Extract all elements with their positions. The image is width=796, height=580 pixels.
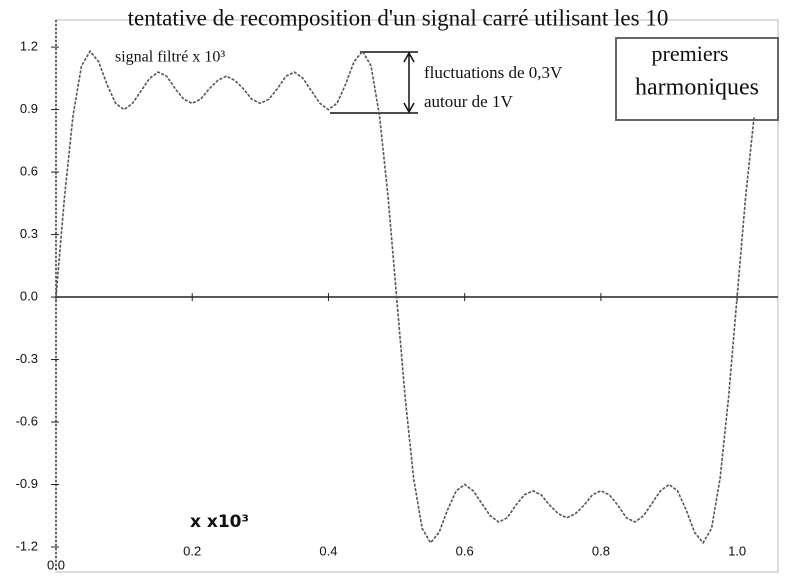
title-box-line: harmoniques: [635, 75, 759, 101]
title-box-line: premiers: [652, 41, 729, 66]
annotation: autour de 1V: [424, 92, 513, 111]
x-tick-label: 0.6: [456, 543, 474, 558]
y-tick-label: -1.2: [16, 538, 38, 553]
annotation: fluctuations de 0,3V: [424, 63, 563, 82]
signal-line: [55, 49, 755, 545]
y-tick-label: 0.6: [20, 163, 38, 178]
y-tick-label: 1.2: [20, 39, 38, 54]
x-tick-label: 0.0: [47, 557, 65, 572]
chart-title: tentative de recomposition d'un signal c…: [128, 5, 669, 30]
y-tick-label: 0.3: [20, 226, 38, 241]
y-tick-label: -0.9: [16, 476, 38, 491]
x-tick-label: 0.2: [183, 543, 201, 558]
x-tick-label: 0.8: [592, 543, 610, 558]
y-tick-label: 0.9: [20, 101, 38, 116]
x-axis-label: x x10³: [190, 512, 249, 532]
arrow-heads: [403, 51, 415, 114]
x-tick-label: 0.4: [319, 543, 337, 558]
title-box: [615, 37, 779, 121]
y-tick-label: 0.0: [20, 288, 38, 303]
x-tick-label: 1.0: [728, 543, 746, 558]
y-tick-label: -0.6: [16, 413, 38, 428]
annotation: signal filtré x 10³: [115, 49, 225, 66]
y-tick-label: -0.3: [16, 351, 38, 366]
